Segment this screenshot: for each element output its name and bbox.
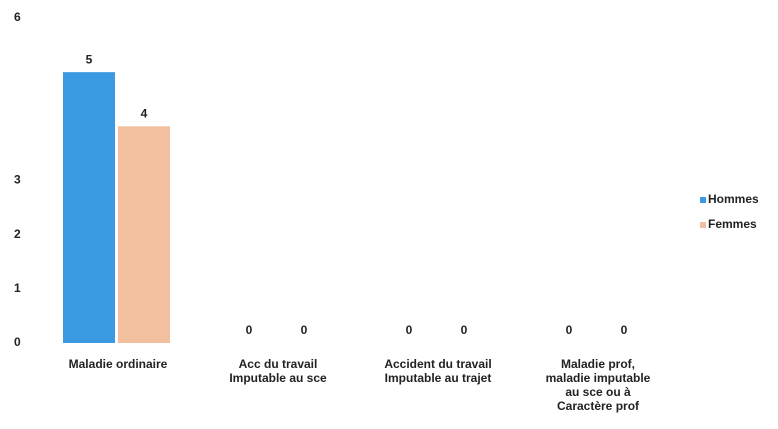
legend-swatch [700, 197, 706, 203]
data-label: 0 [566, 323, 573, 337]
y-tick-label: 3 [14, 173, 21, 187]
legend-label: Femmes [708, 217, 757, 231]
y-tick-label: 2 [14, 227, 21, 241]
x-tick-label: au sce ou à [565, 385, 631, 399]
x-tick-label: Acc du travail [239, 357, 318, 371]
x-tick-label: Accident du travail [384, 357, 491, 371]
x-tick-label: Imputable au sce [229, 371, 327, 385]
bar [118, 126, 170, 343]
x-tick-label: Imputable au trajet [385, 371, 492, 385]
data-label: 5 [86, 52, 93, 66]
data-label: 4 [141, 107, 148, 121]
x-tick-label: maladie imputable [546, 371, 651, 385]
data-label: 0 [621, 323, 628, 337]
y-tick-label: 1 [14, 281, 21, 295]
y-tick-label: 6 [14, 10, 21, 24]
legend-swatch [700, 222, 706, 228]
data-label: 0 [301, 323, 308, 337]
y-tick-label: 0 [14, 335, 21, 349]
x-tick-label: Maladie ordinaire [69, 357, 168, 371]
legend-label: Hommes [708, 192, 759, 206]
x-tick-label: Maladie prof, [561, 357, 635, 371]
data-label: 0 [461, 323, 468, 337]
data-label: 0 [246, 323, 253, 337]
bar [63, 72, 115, 344]
x-tick-label: Caractère prof [557, 399, 640, 413]
data-label: 0 [406, 323, 413, 337]
